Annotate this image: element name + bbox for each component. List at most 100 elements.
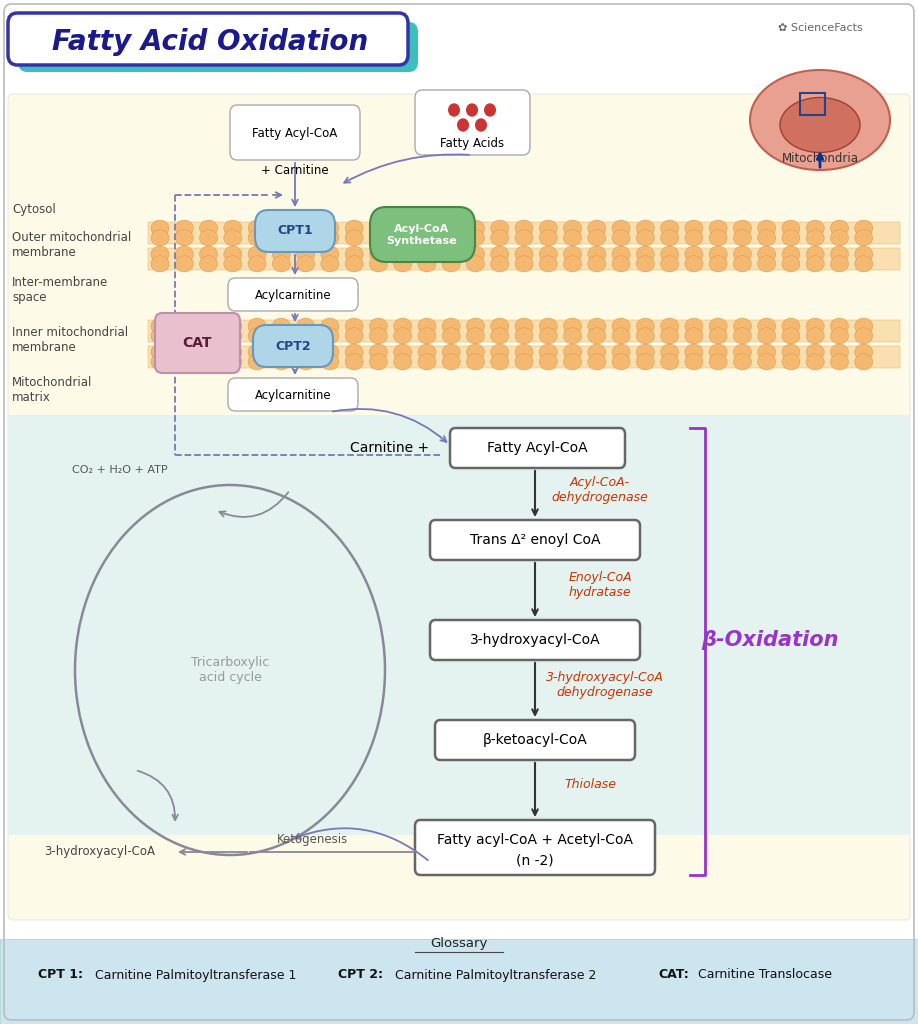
FancyBboxPatch shape <box>228 278 358 311</box>
Ellipse shape <box>612 246 630 262</box>
Text: Carnitine Translocase: Carnitine Translocase <box>698 969 832 981</box>
Ellipse shape <box>273 328 290 344</box>
Ellipse shape <box>248 344 266 360</box>
Text: CPT 1:: CPT 1: <box>38 969 83 981</box>
Ellipse shape <box>442 318 460 334</box>
Ellipse shape <box>273 318 290 334</box>
Ellipse shape <box>588 344 606 360</box>
Ellipse shape <box>855 344 873 360</box>
Ellipse shape <box>491 220 509 237</box>
Text: 3-hydroxyacyl-CoA: 3-hydroxyacyl-CoA <box>470 633 600 647</box>
Ellipse shape <box>466 229 485 246</box>
Ellipse shape <box>782 229 800 246</box>
Ellipse shape <box>661 220 678 237</box>
Ellipse shape <box>273 229 290 246</box>
Text: Mitochondria: Mitochondria <box>781 152 858 165</box>
Ellipse shape <box>224 353 241 370</box>
Ellipse shape <box>321 229 339 246</box>
Ellipse shape <box>636 256 655 272</box>
Ellipse shape <box>685 229 703 246</box>
Ellipse shape <box>709 344 727 360</box>
Ellipse shape <box>855 256 873 272</box>
Text: 3-hydroxyacyl-CoA
dehydrogenase: 3-hydroxyacyl-CoA dehydrogenase <box>546 671 664 699</box>
Text: CAT:: CAT: <box>658 969 688 981</box>
Ellipse shape <box>782 328 800 344</box>
Ellipse shape <box>588 246 606 262</box>
Ellipse shape <box>248 318 266 334</box>
Ellipse shape <box>515 353 533 370</box>
Ellipse shape <box>539 328 557 344</box>
Ellipse shape <box>248 328 266 344</box>
Ellipse shape <box>515 246 533 262</box>
Ellipse shape <box>491 344 509 360</box>
Ellipse shape <box>588 256 606 272</box>
Ellipse shape <box>466 246 485 262</box>
Ellipse shape <box>297 328 315 344</box>
Ellipse shape <box>564 220 581 237</box>
Ellipse shape <box>636 220 655 237</box>
Ellipse shape <box>709 229 727 246</box>
Text: CAT: CAT <box>183 336 212 350</box>
Text: CPT 2:: CPT 2: <box>338 969 383 981</box>
Ellipse shape <box>757 229 776 246</box>
Ellipse shape <box>418 229 436 246</box>
Ellipse shape <box>831 344 848 360</box>
Ellipse shape <box>831 229 848 246</box>
Ellipse shape <box>733 328 752 344</box>
Ellipse shape <box>515 328 533 344</box>
Ellipse shape <box>369 256 387 272</box>
Ellipse shape <box>442 229 460 246</box>
Ellipse shape <box>661 256 678 272</box>
Ellipse shape <box>750 70 890 170</box>
Ellipse shape <box>612 256 630 272</box>
Ellipse shape <box>297 318 315 334</box>
Ellipse shape <box>345 328 364 344</box>
Ellipse shape <box>345 318 364 334</box>
Ellipse shape <box>757 318 776 334</box>
Ellipse shape <box>564 229 581 246</box>
Text: Carnitine Palmitoyltransferase 1: Carnitine Palmitoyltransferase 1 <box>95 969 297 981</box>
FancyBboxPatch shape <box>155 313 240 373</box>
Ellipse shape <box>782 220 800 237</box>
Ellipse shape <box>321 344 339 360</box>
Ellipse shape <box>369 229 387 246</box>
FancyBboxPatch shape <box>18 22 418 72</box>
Text: Carnitine +: Carnitine + <box>351 441 430 455</box>
Circle shape <box>475 119 487 132</box>
Text: Acyl-CoA
Synthetase: Acyl-CoA Synthetase <box>386 224 457 246</box>
Ellipse shape <box>321 256 339 272</box>
Ellipse shape <box>175 318 194 334</box>
Ellipse shape <box>466 256 485 272</box>
Ellipse shape <box>369 318 387 334</box>
Text: Glossary: Glossary <box>431 938 487 950</box>
Ellipse shape <box>757 328 776 344</box>
Ellipse shape <box>394 256 411 272</box>
Text: CPT2: CPT2 <box>275 340 311 352</box>
Ellipse shape <box>199 220 218 237</box>
Ellipse shape <box>199 256 218 272</box>
Ellipse shape <box>321 246 339 262</box>
FancyBboxPatch shape <box>430 620 640 660</box>
FancyBboxPatch shape <box>415 90 530 155</box>
Ellipse shape <box>442 220 460 237</box>
Text: Fatty Acids: Fatty Acids <box>440 137 504 151</box>
Text: Fatty acyl-CoA + Acetyl-CoA: Fatty acyl-CoA + Acetyl-CoA <box>437 833 633 847</box>
Ellipse shape <box>757 220 776 237</box>
Ellipse shape <box>394 229 411 246</box>
Ellipse shape <box>175 256 194 272</box>
Ellipse shape <box>248 353 266 370</box>
Ellipse shape <box>709 256 727 272</box>
Ellipse shape <box>539 229 557 246</box>
Ellipse shape <box>685 328 703 344</box>
Ellipse shape <box>273 344 290 360</box>
Ellipse shape <box>442 344 460 360</box>
Ellipse shape <box>515 344 533 360</box>
Ellipse shape <box>369 246 387 262</box>
Text: Enoyl-CoA
hydratase: Enoyl-CoA hydratase <box>568 571 632 599</box>
Ellipse shape <box>466 328 485 344</box>
Ellipse shape <box>394 344 411 360</box>
Ellipse shape <box>661 353 678 370</box>
Text: β-Oxidation: β-Oxidation <box>701 630 839 650</box>
Ellipse shape <box>782 246 800 262</box>
Ellipse shape <box>661 229 678 246</box>
